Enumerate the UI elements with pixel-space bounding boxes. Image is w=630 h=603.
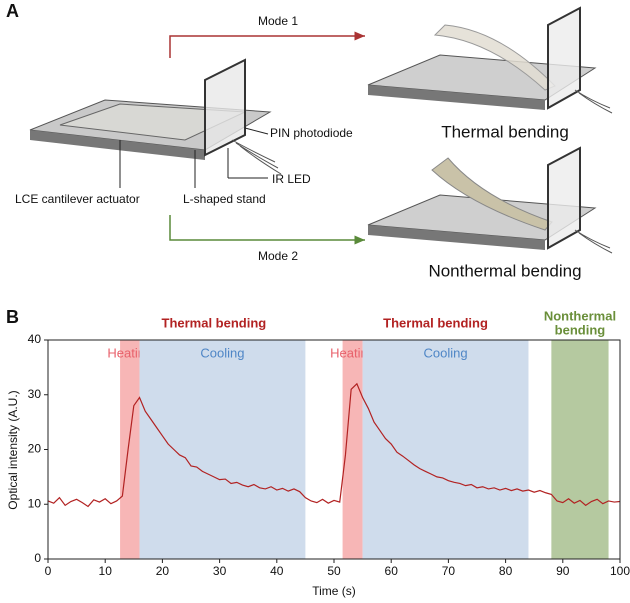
mode2-arrow <box>169 215 365 245</box>
series-line <box>47 382 621 508</box>
x-tick-label: 100 <box>610 564 630 578</box>
x-tick-label: 60 <box>385 564 399 578</box>
header-label: Nonthermal <box>544 308 616 323</box>
nonthermal-device <box>367 146 613 254</box>
header-label: Thermal bending <box>383 315 488 330</box>
pin-label: PIN photodiode <box>270 126 353 140</box>
region <box>139 340 306 559</box>
plot-frame <box>47 339 621 560</box>
x-tick-label: 80 <box>499 564 513 578</box>
y-tick-label: 40 <box>28 332 42 346</box>
y-tick-label: 0 <box>34 551 41 565</box>
thermal-device <box>367 6 613 114</box>
region-label: Cooling <box>200 345 244 360</box>
region <box>120 340 140 559</box>
mode1-label: Mode 1 <box>258 14 298 28</box>
mode1-arrow <box>169 31 365 58</box>
panel-label: B <box>6 307 19 327</box>
mode2-label: Mode 2 <box>258 249 298 263</box>
x-tick-label: 40 <box>270 564 284 578</box>
region <box>551 340 609 559</box>
x-tick-label: 70 <box>442 564 456 578</box>
header-label: bending <box>555 322 606 337</box>
x-axis-label: Time (s) <box>312 584 356 598</box>
y-tick-label: 30 <box>28 387 42 401</box>
x-tick-label: 90 <box>556 564 570 578</box>
y-axis-label: Optical intensity (A.U.) <box>6 390 20 509</box>
x-tick-label: 0 <box>45 564 52 578</box>
central-device <box>29 58 282 188</box>
region <box>342 340 363 559</box>
y-tick-label: 20 <box>28 442 42 456</box>
x-tick-label: 50 <box>327 564 341 578</box>
x-tick-label: 30 <box>213 564 227 578</box>
x-tick-label: 20 <box>156 564 170 578</box>
actuator-label: LCE cantilever actuator <box>15 192 140 206</box>
panel-label: A <box>6 1 19 21</box>
led-label: IR LED <box>272 172 311 186</box>
thermal-label: Thermal bending <box>441 122 569 141</box>
y-tick-label: 10 <box>28 496 42 510</box>
region <box>362 340 529 559</box>
nonthermal-label: Nonthermal bending <box>428 261 581 280</box>
header-label: Thermal bending <box>162 315 267 330</box>
stand-label: L-shaped stand <box>183 192 266 206</box>
x-tick-label: 10 <box>99 564 113 578</box>
region-label: Cooling <box>423 345 467 360</box>
